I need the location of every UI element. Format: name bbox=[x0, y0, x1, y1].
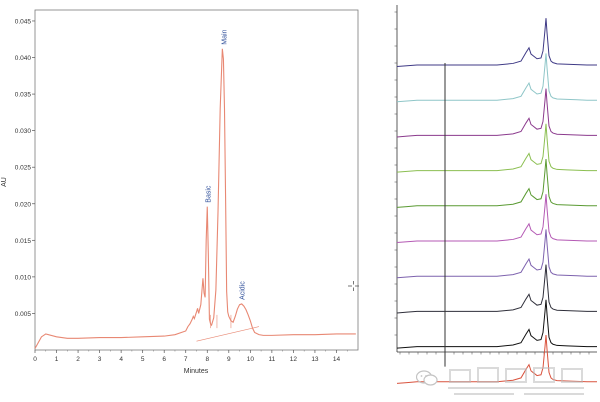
left-y-ticks: 0.005 0.010 0.015 0.020 0.025 0.030 0.035 0.040… bbox=[15, 18, 35, 318]
x-tick-label: 8 bbox=[205, 356, 209, 363]
y-tick-label: 0.015 bbox=[15, 238, 32, 245]
x-tick-label: 3 bbox=[98, 356, 102, 363]
stacked-trace bbox=[396, 229, 597, 279]
peak-label: Acidic bbox=[240, 281, 247, 300]
stacked-trace bbox=[396, 194, 597, 244]
y-tick-label: 0.010 bbox=[15, 274, 32, 281]
y-tick-label: 0.045 bbox=[15, 18, 32, 25]
y-tick-label: 0.035 bbox=[15, 92, 32, 99]
stacked-trace bbox=[396, 264, 597, 314]
left-y-axis-label: AU bbox=[1, 177, 8, 187]
left-peak-annotations: Basic Main Acidic bbox=[205, 29, 246, 299]
y-tick-label: 0.040 bbox=[15, 55, 32, 62]
left-chart: 0.005 0.010 0.015 0.020 0.025 0.030 0.035 0.040… bbox=[1, 9, 359, 375]
left-peak-guides bbox=[196, 314, 260, 342]
x-tick-label: 9 bbox=[227, 356, 231, 363]
x-tick-label: 13 bbox=[311, 356, 319, 363]
x-tick-label: 1 bbox=[55, 356, 59, 363]
peak-label: Basic bbox=[205, 185, 212, 203]
right-chart bbox=[394, 5, 597, 384]
watermark-logo bbox=[444, 364, 594, 398]
peak-label: Main bbox=[221, 29, 228, 44]
x-tick-label: 14 bbox=[333, 356, 341, 363]
stacked-trace bbox=[396, 123, 597, 173]
x-tick-label: 6 bbox=[162, 356, 166, 363]
stacked-trace bbox=[396, 158, 597, 208]
stacked-trace bbox=[396, 53, 597, 103]
left-x-ticks: 0 1 2 3 4 5 6 7 8 9 10 11 12 13 14 bbox=[33, 350, 348, 363]
x-tick-label: 5 bbox=[141, 356, 145, 363]
x-tick-label: 4 bbox=[119, 356, 123, 363]
x-tick-label: 12 bbox=[290, 356, 298, 363]
x-tick-label: 7 bbox=[184, 356, 188, 363]
stacked-trace bbox=[396, 18, 597, 68]
stacked-trace bbox=[396, 88, 597, 138]
left-chromatogram-trace bbox=[34, 48, 356, 349]
y-tick-label: 0.020 bbox=[15, 201, 32, 208]
left-plot-frame bbox=[34, 9, 359, 351]
crosshair-icon bbox=[348, 281, 359, 291]
baseline-guide bbox=[196, 326, 260, 342]
y-tick-label: 0.005 bbox=[15, 311, 32, 318]
x-tick-label: 11 bbox=[268, 356, 275, 363]
x-tick-label: 0 bbox=[33, 356, 37, 363]
wechat-logo-icon bbox=[415, 370, 438, 386]
x-tick-label: 2 bbox=[76, 356, 80, 363]
stacked-trace bbox=[396, 299, 597, 349]
x-tick-label: 10 bbox=[247, 356, 255, 363]
y-tick-label: 0.025 bbox=[15, 165, 32, 172]
left-x-axis-label: Minutes bbox=[184, 368, 209, 375]
right-stacked-traces bbox=[396, 18, 597, 384]
right-axis-ticks bbox=[394, 11, 590, 355]
y-tick-label: 0.030 bbox=[15, 128, 32, 135]
